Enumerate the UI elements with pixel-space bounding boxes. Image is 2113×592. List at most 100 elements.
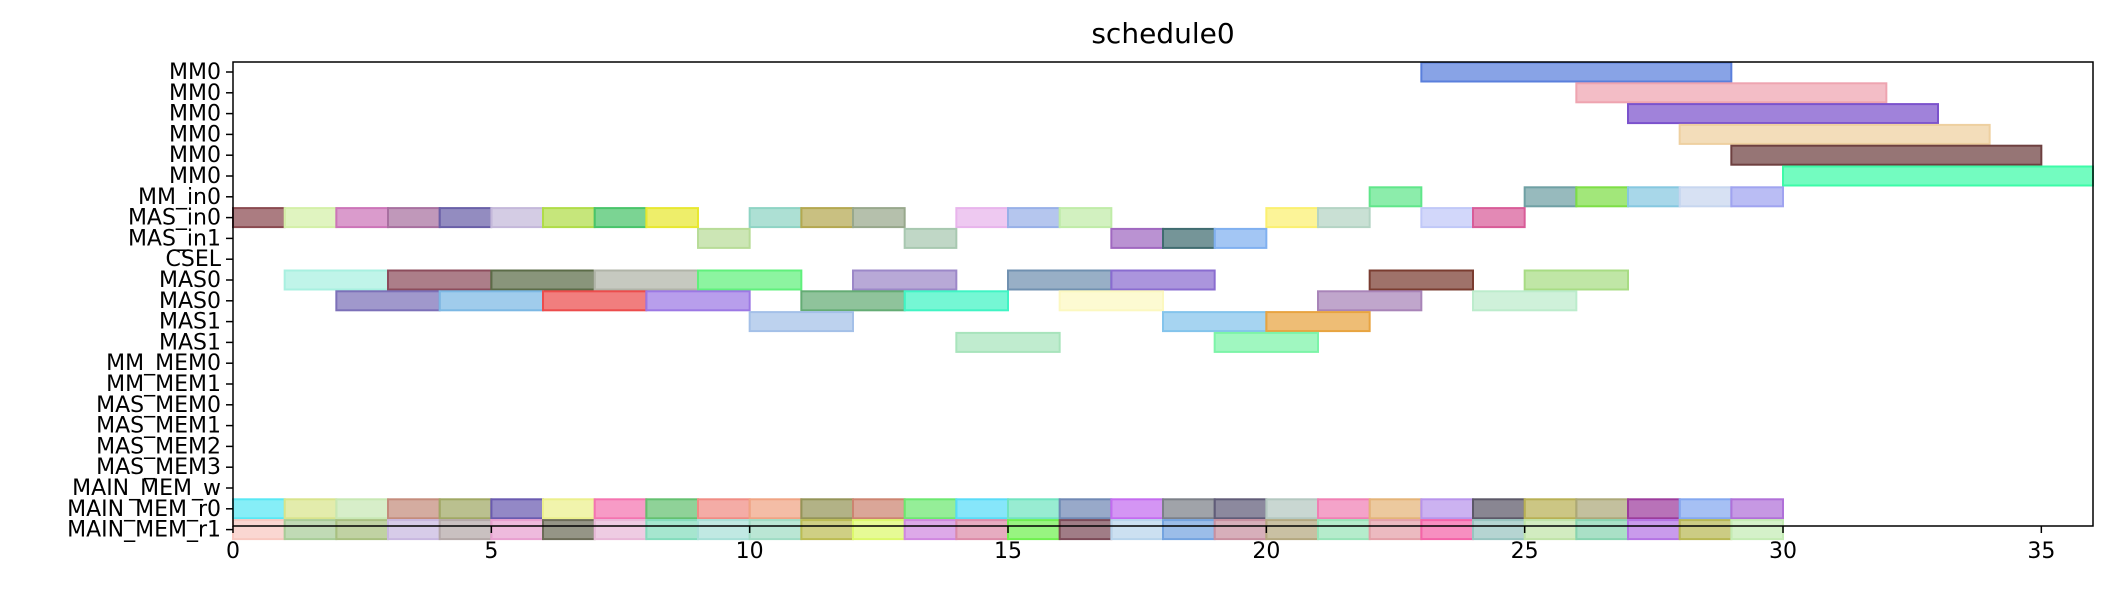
task-bar — [800, 498, 854, 520]
x-tick-label: 0 — [226, 539, 240, 564]
task-bar — [1627, 519, 1681, 541]
task-bar — [1007, 498, 1061, 520]
task-bar — [1575, 519, 1630, 541]
task-bar — [1317, 290, 1423, 312]
task-bar — [1317, 498, 1371, 520]
task-bar — [387, 519, 441, 541]
task-bar — [1730, 186, 1785, 208]
task-bar — [748, 207, 803, 229]
y-tick-label: MAIN_MEM_r0 — [67, 497, 221, 522]
task-bar — [748, 498, 803, 520]
task-bar — [232, 519, 286, 541]
task-bar — [1575, 186, 1630, 208]
task-bar — [1523, 186, 1578, 208]
task-bar — [1110, 519, 1165, 541]
task-bar — [387, 498, 441, 520]
task-bar — [903, 498, 958, 520]
y-tick-label: MAS_in1 — [128, 226, 221, 251]
y-tick-label: MAS_MEM1 — [96, 414, 221, 439]
task-bar — [748, 519, 803, 541]
task-bar — [490, 207, 545, 229]
task-bar — [852, 498, 906, 520]
task-bar — [1162, 227, 1216, 249]
task-bar — [1523, 519, 1578, 541]
task-bar — [1007, 519, 1061, 541]
task-bar — [1575, 498, 1630, 520]
task-bar — [800, 290, 906, 312]
task-bar — [335, 290, 441, 312]
task-bar — [697, 519, 751, 541]
x-tick-label: 20 — [1252, 539, 1280, 564]
task-bar — [955, 498, 1009, 520]
task-bar — [1730, 498, 1785, 520]
task-bar — [1472, 290, 1578, 312]
y-tick-label: MM0 — [169, 164, 221, 189]
task-bar — [1317, 207, 1371, 229]
task-bar — [955, 207, 1009, 229]
y-tick-label: MM_in0 — [138, 185, 221, 210]
task-bar — [1058, 498, 1113, 520]
task-bar — [1058, 207, 1113, 229]
task-bar — [645, 207, 699, 229]
y-tick-label: MAS0 — [159, 268, 221, 293]
task-bar — [1110, 227, 1165, 249]
task-bar — [283, 269, 389, 291]
x-tick-label: 25 — [1511, 539, 1539, 564]
task-bar — [1782, 165, 2094, 187]
y-tick-label: MM0 — [169, 81, 221, 106]
task-bar — [1523, 269, 1629, 291]
y-tick-label: MAS_MEM3 — [96, 455, 221, 480]
task-bar — [283, 498, 338, 520]
y-tick-label: MAIN_MEM_r1 — [67, 518, 221, 543]
task-bar — [1162, 519, 1216, 541]
task-bar — [697, 227, 751, 249]
x-tick-label: 30 — [1769, 539, 1797, 564]
task-bar — [438, 207, 493, 229]
chart-title: schedule0 — [1091, 17, 1234, 50]
task-bar — [1730, 144, 2043, 166]
task-bar — [438, 519, 493, 541]
task-bar — [1678, 123, 1991, 145]
task-bar — [593, 519, 648, 541]
task-bar — [1162, 498, 1216, 520]
task-bar — [1678, 519, 1733, 541]
task-bar — [542, 207, 596, 229]
task-bar — [1627, 498, 1681, 520]
task-bar — [1368, 269, 1474, 291]
task-bar — [283, 207, 338, 229]
task-bar — [852, 519, 906, 541]
task-bar — [1472, 207, 1526, 229]
task-bar — [748, 311, 855, 333]
task-bar — [1058, 290, 1164, 312]
task-bar — [438, 498, 493, 520]
y-tick-label: MM0 — [169, 60, 221, 85]
x-tick-label: 10 — [736, 539, 764, 564]
y-tick-label: CSEL — [166, 247, 222, 272]
task-bar — [852, 269, 958, 291]
task-bar — [1007, 269, 1113, 291]
task-bar — [1678, 498, 1733, 520]
y-tick-label: MAS1 — [159, 330, 221, 355]
y-tick-label: MAS0 — [159, 289, 221, 314]
task-bar — [335, 207, 390, 229]
task-bar — [1627, 103, 1939, 125]
task-bar — [490, 519, 545, 541]
x-tick-label: 5 — [484, 539, 498, 564]
task-bar — [1213, 498, 1268, 520]
y-tick-label: MM_MEM1 — [106, 372, 221, 397]
task-bar — [903, 227, 958, 249]
task-bar — [1213, 519, 1268, 541]
task-bar — [438, 290, 544, 312]
task-bar — [1420, 61, 1733, 83]
task-bar — [232, 498, 286, 520]
task-bar — [490, 269, 596, 291]
task-bars — [232, 61, 2094, 541]
task-bar — [697, 269, 803, 291]
task-bar — [542, 498, 596, 520]
task-bar — [232, 207, 286, 229]
task-bar — [335, 498, 390, 520]
task-bar — [1058, 519, 1113, 541]
task-bar — [955, 519, 1009, 541]
task-bar — [1368, 519, 1423, 541]
